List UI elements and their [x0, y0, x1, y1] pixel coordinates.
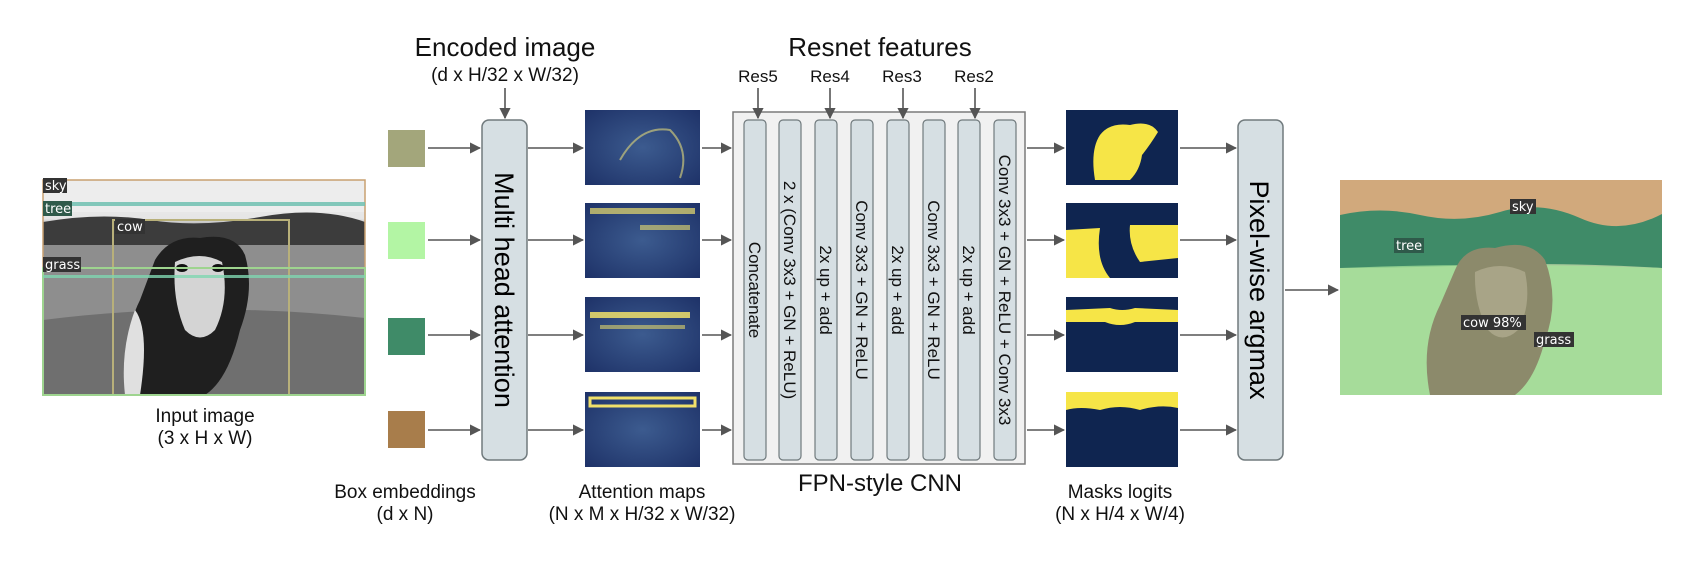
tree-box — [43, 202, 365, 206]
input-label-tree: tree — [45, 202, 71, 217]
fpn-layer-label: 2x up + add — [816, 245, 835, 334]
output-label-tree: tree — [1396, 239, 1422, 254]
attention-map — [585, 392, 700, 467]
resnet-input-res4: Res4 — [810, 67, 850, 86]
box-embeddings-caption-line2: (d x N) — [376, 503, 434, 525]
resnet-input-res5: Res5 — [738, 67, 778, 86]
encoded-image-subtitle: (d x H/32 x W/32) — [431, 65, 579, 86]
box-embeddings-caption: Box embeddings (d x N) — [305, 482, 505, 526]
multi-head-attention-label: Multi head attention — [489, 172, 519, 408]
resnet-input-res3: Res3 — [882, 67, 922, 86]
attention-map — [585, 297, 700, 372]
fpn-layer-block — [814, 119, 838, 461]
masks-logits-caption-line1: Masks logits — [1067, 482, 1173, 503]
attention-maps-caption-line1: Attention maps — [578, 482, 706, 503]
output-label-cow: cow 98% — [1463, 316, 1522, 331]
fpn-layer-label: 2 x (Conv 3x3 + GN + ReLU) — [780, 181, 799, 399]
input-label-cow: cow — [117, 220, 143, 235]
fpn-layer-block — [778, 119, 802, 461]
embedding-swatch — [388, 130, 425, 167]
input-label-sky: sky — [45, 179, 67, 194]
masks-logits-caption: Masks logits (N x H/4 x W/4) — [1030, 482, 1210, 526]
mask-logit — [1066, 297, 1178, 372]
fpn-layer-label: Conv 3x3 + GN + ReLU + Conv 3x3 — [995, 155, 1014, 426]
output-label-sky: sky — [1512, 200, 1534, 215]
encoded-image-title: Encoded image — [414, 32, 596, 62]
pixel-wise-argmax-block — [1237, 119, 1284, 461]
attention-map — [585, 110, 700, 185]
embedding-swatch — [388, 318, 425, 355]
arrows — [428, 88, 1340, 436]
output-segmentation: sky tree cow 98% grass — [1340, 180, 1662, 395]
fpn-layer-block — [957, 119, 981, 461]
fpn-layers: Concatenate 2 x (Conv 3x3 + GN + ReLU) 2x … — [743, 119, 1017, 461]
output-label-grass: grass — [1536, 333, 1571, 348]
resnet-input-res2: Res2 — [954, 67, 994, 86]
masks-logits-caption-line2: (N x H/4 x W/4) — [1055, 503, 1185, 525]
fpn-layer-label: 2x up + add — [888, 245, 907, 334]
input-image-caption-line2: (3 x H x W) — [157, 427, 253, 449]
fpn-layer-label: 2x up + add — [959, 245, 978, 334]
input-image: sky tree cow grass — [42, 178, 366, 396]
mask-logits — [1066, 110, 1178, 467]
resnet-features-title: Resnet features — [788, 32, 972, 62]
fpn-layer-block — [922, 119, 946, 461]
box-embeddings — [388, 130, 425, 448]
input-image-caption: Input image (3 x H x W) — [125, 406, 285, 450]
fpn-layer-label: Conv 3x3 + GN + ReLU — [852, 200, 871, 380]
input-label-grass: grass — [45, 258, 80, 273]
fpn-layer-block — [993, 119, 1017, 461]
fpn-layer-block — [743, 119, 767, 461]
grass-box — [42, 267, 366, 396]
fpn-layer-label: Conv 3x3 + GN + ReLU — [924, 200, 943, 380]
multi-head-attention-block — [481, 119, 528, 461]
fpn-caption: FPN-style CNN — [797, 470, 962, 497]
fpn-layer-label: Concatenate — [745, 242, 764, 338]
attention-maps — [585, 110, 700, 467]
attention-map — [585, 203, 700, 278]
fpn-container — [732, 111, 1026, 465]
fpn-layer-block — [886, 119, 910, 461]
input-image-caption-line1: Input image — [155, 406, 255, 427]
pixel-wise-argmax-label: Pixel-wise argmax — [1244, 180, 1274, 400]
embedding-swatch — [388, 411, 425, 448]
attention-maps-caption-line2: (N x M x H/32 x W/32) — [548, 503, 736, 525]
embedding-swatch — [388, 222, 425, 259]
attention-maps-caption: Attention maps (N x M x H/32 x W/32) — [522, 482, 762, 526]
fpn-layer-block — [850, 119, 874, 461]
box-embeddings-caption-line1: Box embeddings — [334, 482, 476, 503]
